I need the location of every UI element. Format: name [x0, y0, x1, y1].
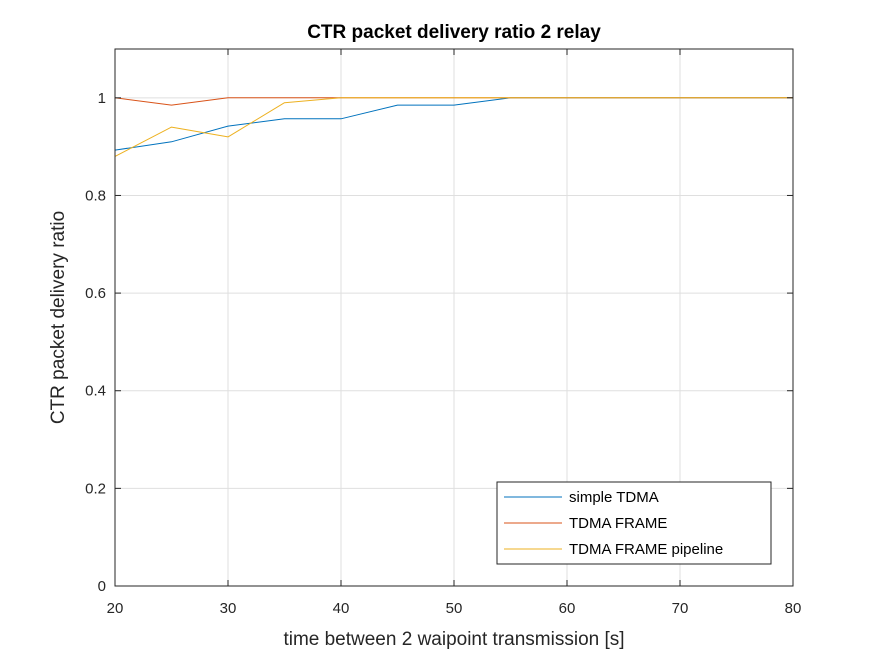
y-axis-label: CTR packet delivery ratio — [48, 211, 69, 424]
x-tick-label: 50 — [446, 600, 463, 617]
y-tick-label: 0.2 — [85, 480, 106, 497]
y-tick-label: 0.6 — [85, 285, 106, 302]
chart-title: CTR packet delivery ratio 2 relay — [307, 22, 601, 43]
y-tick-label: 0.8 — [85, 187, 106, 204]
legend-label-tdma-frame-pipeline: TDMA FRAME pipeline — [569, 541, 723, 558]
legend-label-simple-tdma: simple TDMA — [569, 489, 659, 506]
x-tick-label: 20 — [107, 600, 124, 617]
x-tick-label: 40 — [333, 600, 350, 617]
x-tick-label: 60 — [559, 600, 576, 617]
ticks — [114, 49, 794, 587]
tick-labels: 20 30 40 50 60 70 80 0 0.2 0.4 0.6 0.8 1 — [85, 90, 801, 617]
legend-label-tdma-frame: TDMA FRAME — [569, 515, 667, 532]
x-tick-label: 80 — [785, 600, 802, 617]
x-tick-label: 30 — [220, 600, 237, 617]
series-layer — [114, 97, 793, 157]
y-tick-label: 0.4 — [85, 383, 106, 400]
legend: simple TDMA TDMA FRAME TDMA FRAME pipeli… — [496, 481, 772, 565]
series-line-tdma-frame-pipeline — [114, 97, 793, 157]
x-axis-label: time between 2 waipoint transmission [s] — [283, 629, 624, 650]
x-tick-label: 70 — [672, 600, 689, 617]
y-tick-label: 1 — [98, 90, 106, 107]
y-tick-label: 0 — [98, 578, 106, 595]
